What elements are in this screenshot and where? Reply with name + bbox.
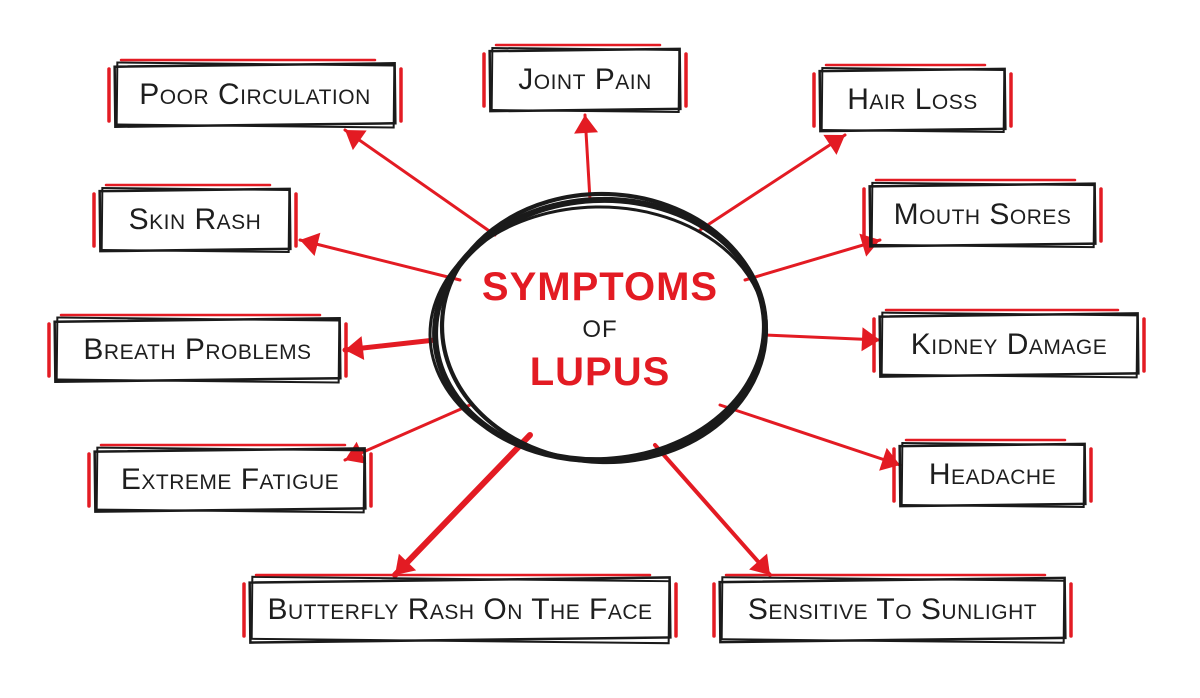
symptom-sensitive-sunlight: Sensitive To Sunlight	[720, 580, 1065, 640]
symptom-mouth-sores: Mouth Sores	[870, 185, 1095, 245]
symptom-label: Hair Loss	[820, 70, 1005, 130]
symptom-label: Skin Rash	[100, 190, 290, 250]
center-title-line3: LUPUS	[530, 350, 671, 395]
symptom-poor-circulation: Poor Circulation	[115, 65, 395, 125]
symptom-label: Joint Pain	[490, 50, 680, 110]
diagram-canvas: SYMPTOMS OF LUPUS Poor Circulation Joint …	[0, 0, 1200, 698]
symptom-label: Sensitive To Sunlight	[720, 580, 1065, 640]
symptom-label: Headache	[900, 445, 1085, 505]
symptom-butterfly-rash: Butterfly Rash On The Face	[250, 580, 670, 640]
center-title-line1: SYMPTOMS	[482, 265, 718, 310]
symptom-label: Poor Circulation	[115, 65, 395, 125]
symptom-extreme-fatigue: Extreme Fatigue	[95, 450, 365, 510]
symptom-joint-pain: Joint Pain	[490, 50, 680, 110]
symptom-breath-problems: Breath Problems	[55, 320, 340, 380]
symptom-label: Breath Problems	[55, 320, 340, 380]
center-node: SYMPTOMS OF LUPUS	[455, 220, 745, 440]
symptom-label: Kidney Damage	[880, 315, 1138, 375]
symptom-headache: Headache	[900, 445, 1085, 505]
center-title-line2: OF	[582, 316, 617, 344]
symptom-label: Mouth Sores	[870, 185, 1095, 245]
symptom-hair-loss: Hair Loss	[820, 70, 1005, 130]
symptom-label: Butterfly Rash On The Face	[250, 580, 670, 640]
symptom-skin-rash: Skin Rash	[100, 190, 290, 250]
symptom-label: Extreme Fatigue	[95, 450, 365, 510]
symptom-kidney-damage: Kidney Damage	[880, 315, 1138, 375]
